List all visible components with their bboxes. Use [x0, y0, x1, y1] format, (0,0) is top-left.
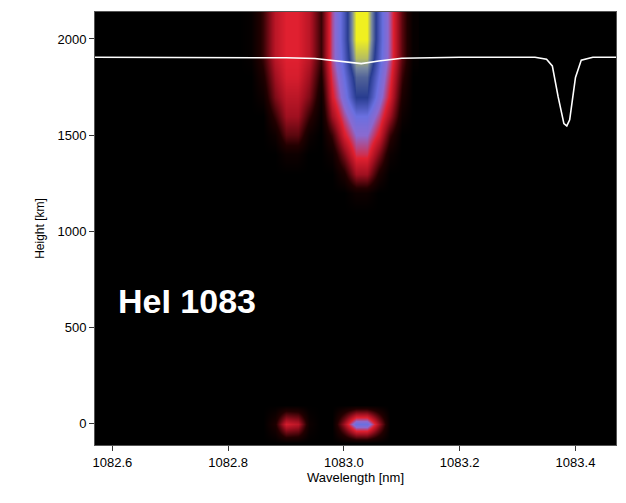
svg-text:500: 500 [65, 320, 87, 335]
svg-text:0: 0 [79, 416, 86, 431]
svg-text:1082.6: 1082.6 [92, 455, 132, 470]
svg-text:1083.2: 1083.2 [440, 455, 480, 470]
svg-text:Wavelength [nm]: Wavelength [nm] [307, 470, 404, 485]
svg-text:1083.0: 1083.0 [324, 455, 364, 470]
svg-text:1083.4: 1083.4 [556, 455, 596, 470]
svg-text:HeI 1083: HeI 1083 [118, 282, 256, 320]
svg-text:1000: 1000 [57, 224, 86, 239]
svg-text:Height [km]: Height [km] [33, 198, 47, 259]
svg-text:1500: 1500 [57, 128, 86, 143]
svg-text:1082.8: 1082.8 [208, 455, 248, 470]
svg-text:2000: 2000 [57, 31, 86, 46]
